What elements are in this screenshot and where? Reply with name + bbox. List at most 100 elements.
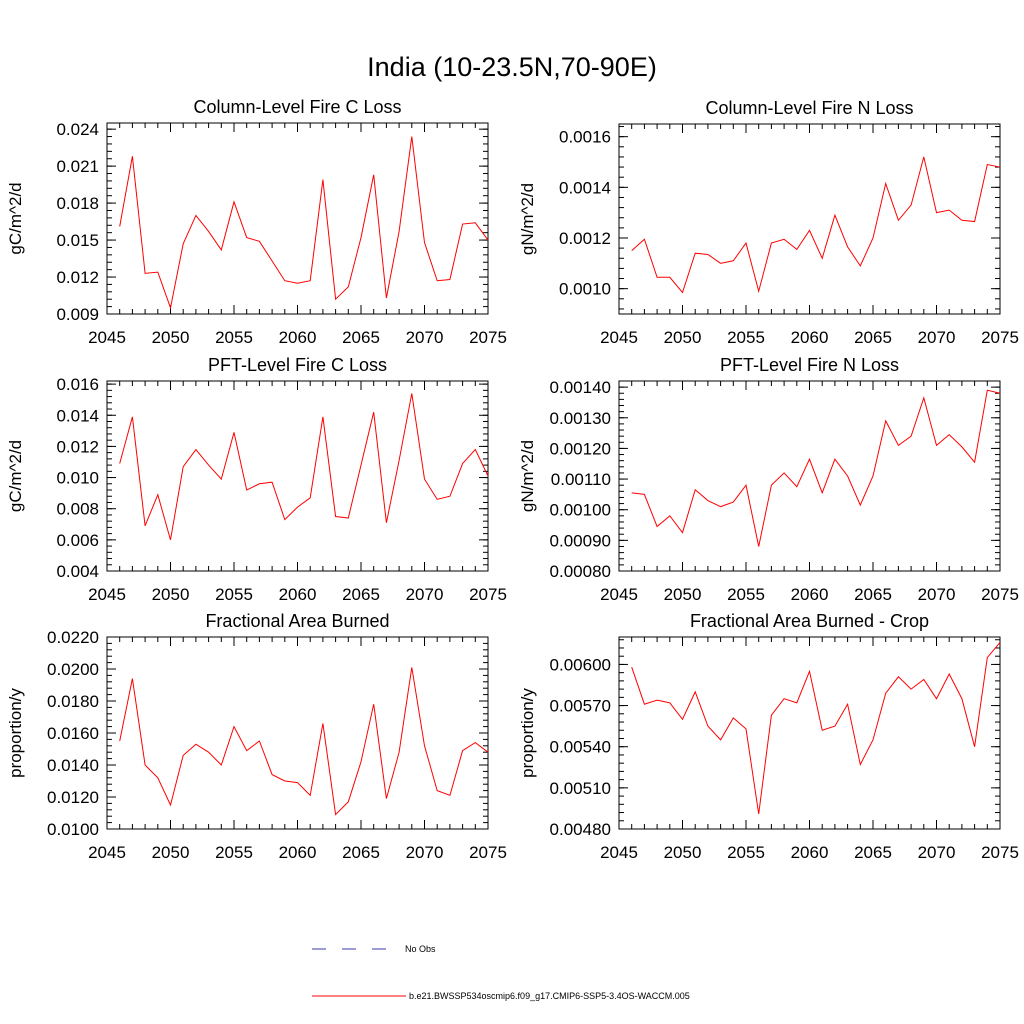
y-tick-label: 0.0180: [47, 692, 99, 711]
x-tick-label: 2075: [981, 843, 1019, 862]
panel-5: Fractional Area Burned proportion/y 2045 20…: [6, 611, 507, 862]
y-tick-label: 0.00120: [550, 439, 611, 458]
y-axis-label: gC/m^2/d: [6, 182, 25, 254]
series-line: [631, 156, 1001, 294]
x-tick-label: 2050: [152, 328, 190, 347]
panel-title: Column-Level Fire N Loss: [705, 98, 913, 118]
x-tick-label: 2065: [342, 843, 380, 862]
x-tick-label: 2070: [406, 843, 444, 862]
y-tick-label: 0.0016: [559, 128, 611, 147]
x-tick-label: 2075: [469, 585, 507, 604]
x-tick-label: 2045: [600, 585, 638, 604]
y-tick-label: 0.00140: [550, 378, 611, 397]
x-tick-label: 2060: [279, 843, 317, 862]
y-axis-label: proportion/y: [6, 688, 25, 778]
y-tick-label: 0.0200: [47, 660, 99, 679]
y-tick-label: 0.0014: [559, 178, 611, 197]
x-tick-label: 2065: [854, 328, 892, 347]
y-tick-label: 0.009: [56, 305, 99, 324]
x-tick-label: 2055: [727, 328, 765, 347]
plot-frame: [618, 380, 1001, 572]
panel-6: Fractional Area Burned - Crop proportion/…: [518, 611, 1019, 862]
y-tick-label: 0.00100: [550, 501, 611, 520]
y-tick-label: 0.014: [56, 406, 99, 425]
plot-frame: [106, 636, 489, 830]
series-line: [119, 136, 489, 310]
x-tick-label: 2055: [215, 843, 253, 862]
x-tick-label: 2045: [600, 328, 638, 347]
panel-3: PFT-Level Fire C Loss gC/m^2/d 2045 2050 205…: [6, 355, 507, 604]
x-tick-label: 2055: [215, 585, 253, 604]
y-tick-label: 0.024: [56, 120, 99, 139]
x-tick-label: 2050: [152, 585, 190, 604]
x-tick-label: 2055: [727, 843, 765, 862]
y-axis-label: proportion/y: [518, 688, 537, 778]
y-tick-label: 0.00480: [550, 820, 611, 839]
series-line: [119, 393, 489, 540]
x-tick-label: 2050: [664, 843, 702, 862]
figure-title: India (10-23.5N,70-90E): [367, 52, 657, 82]
x-tick-label: 2070: [406, 585, 444, 604]
y-tick-label: 0.00600: [550, 655, 611, 674]
y-tick-label: 0.0220: [47, 628, 99, 647]
x-tick-label: 2045: [88, 328, 126, 347]
y-tick-label: 0.018: [56, 194, 99, 213]
x-tick-label: 2065: [854, 585, 892, 604]
panel-4: PFT-Level Fire N Loss gN/m^2/d 2045 2050 205…: [518, 355, 1019, 604]
y-tick-label: 0.010: [56, 469, 99, 488]
panel-title: Column-Level Fire C Loss: [193, 97, 401, 117]
x-tick-label: 2055: [215, 328, 253, 347]
y-tick-label: 0.008: [56, 500, 99, 519]
x-tick-label: 2065: [854, 843, 892, 862]
y-tick-label: 0.0140: [47, 756, 99, 775]
x-tick-label: 2060: [791, 843, 829, 862]
x-tick-label: 2045: [88, 843, 126, 862]
y-tick-label: 0.0012: [559, 229, 611, 248]
y-tick-label: 0.0010: [559, 280, 611, 299]
panel-title: PFT-Level Fire N Loss: [720, 355, 899, 375]
x-tick-label: 2075: [469, 328, 507, 347]
panel-1: Column-Level Fire C Loss gC/m^2/d 2045 2050…: [6, 97, 507, 347]
y-tick-label: 0.006: [56, 531, 99, 550]
x-tick-label: 2050: [664, 328, 702, 347]
plot-frame: [106, 122, 489, 315]
x-tick-label: 2060: [791, 328, 829, 347]
y-tick-label: 0.00130: [550, 409, 611, 428]
x-tick-label: 2065: [342, 585, 380, 604]
y-tick-label: 0.00510: [550, 779, 611, 798]
y-axis-label: gC/m^2/d: [6, 440, 25, 512]
y-axis-label: gN/m^2/d: [518, 440, 537, 512]
x-tick-label: 2070: [918, 328, 956, 347]
y-tick-label: 0.004: [56, 562, 99, 581]
x-tick-label: 2075: [981, 328, 1019, 347]
y-tick-label: 0.00570: [550, 697, 611, 716]
panel-title: Fractional Area Burned - Crop: [690, 611, 929, 631]
series-line: [119, 667, 489, 816]
x-tick-label: 2070: [406, 328, 444, 347]
x-tick-label: 2055: [727, 585, 765, 604]
panel-grid: Column-Level Fire C Loss gC/m^2/d 2045 2050…: [6, 97, 1019, 862]
panel-title: PFT-Level Fire C Loss: [208, 355, 387, 375]
x-tick-label: 2045: [88, 585, 126, 604]
panel-title: Fractional Area Burned: [205, 611, 389, 631]
y-tick-label: 0.0120: [47, 788, 99, 807]
plot-frame: [106, 380, 489, 572]
panel-2: Column-Level Fire N Loss gN/m^2/d 2045 2050…: [518, 98, 1019, 347]
x-tick-label: 2050: [152, 843, 190, 862]
y-tick-label: 0.00540: [550, 738, 611, 757]
legend: No Obs b.e21.BWSSP534oscmip6.f09_g17.CMI…: [312, 944, 690, 1001]
y-tick-label: 0.012: [56, 268, 99, 287]
legend-model-label: b.e21.BWSSP534oscmip6.f09_g17.CMIP6-SSP5…: [409, 991, 690, 1001]
x-tick-label: 2060: [279, 328, 317, 347]
y-tick-label: 0.00090: [550, 531, 611, 550]
x-tick-label: 2060: [279, 585, 317, 604]
legend-obs-label: No Obs: [405, 944, 436, 954]
y-tick-label: 0.0100: [47, 820, 99, 839]
y-tick-label: 0.00110: [551, 470, 611, 489]
x-tick-label: 2075: [469, 843, 507, 862]
y-tick-label: 0.0160: [47, 724, 99, 743]
x-tick-label: 2070: [918, 843, 956, 862]
y-tick-label: 0.00080: [550, 562, 611, 581]
plot-frame: [618, 636, 1001, 830]
